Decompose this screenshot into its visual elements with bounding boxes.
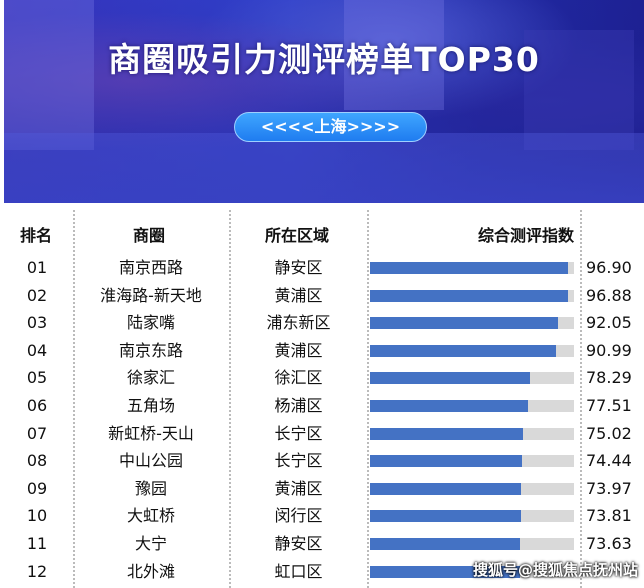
- header-rank: 排名: [20, 226, 53, 245]
- watermark: 搜狐号@搜狐焦点抚州站: [472, 561, 638, 579]
- score-value: 73.63: [586, 534, 632, 553]
- district-name: 南京西路: [118, 258, 183, 277]
- district-name: 南京东路: [118, 340, 183, 360]
- score-value: 74.44: [586, 451, 632, 471]
- score-bar-track: [370, 482, 574, 495]
- table-row: 11 大宁 静安区 73.63: [0, 530, 644, 557]
- score-bar-track: [370, 344, 574, 357]
- score-bar-track: [370, 455, 574, 468]
- score-bar: [370, 455, 522, 468]
- area: 浦东新区: [266, 313, 331, 333]
- area: 虹口区: [274, 561, 323, 581]
- score-bar-track: [370, 400, 574, 412]
- table-row: 05 徐家汇 徐汇区 78.29: [0, 364, 644, 391]
- district-name: 大宁: [134, 534, 167, 553]
- rank: 07: [26, 423, 48, 443]
- score-bar: [370, 400, 529, 412]
- score-value: 90.99: [586, 340, 632, 360]
- table-row: 02 淮海路-新天地 黄浦区 96.88: [0, 282, 644, 309]
- score-value: 96.88: [586, 285, 632, 305]
- district-name: 豫园: [134, 478, 167, 498]
- district-name: 北外滩: [126, 561, 175, 581]
- score-value: 75.02: [586, 423, 632, 443]
- area: 闵行区: [274, 506, 323, 526]
- header-banner: 商圈吸引力测评榜单TOP30 <<<<上海>>>>: [4, 0, 644, 203]
- score-bar-track: [370, 538, 574, 550]
- score-value: 92.05: [586, 313, 632, 333]
- area: 长宁区: [274, 451, 323, 471]
- score-value: 73.97: [586, 478, 632, 498]
- area: 黄浦区: [274, 478, 323, 498]
- score-bar-track: [370, 317, 574, 330]
- score-bar: [370, 565, 520, 578]
- city-selector[interactable]: <<<<上海>>>>: [234, 112, 427, 142]
- divider: [73, 210, 75, 588]
- page-title: 商圈吸引力测评榜单TOP30: [108, 40, 540, 79]
- score-bar: [370, 344, 556, 357]
- table-row: 03 陆家嘴 浦东新区 92.05: [0, 309, 644, 336]
- score-bar: [370, 538, 521, 550]
- area: 黄浦区: [274, 340, 323, 360]
- header-name: 商圈: [133, 226, 166, 245]
- district-name: 淮海路-新天地: [100, 285, 202, 305]
- score-bar: [370, 427, 524, 440]
- rank: 11: [26, 534, 48, 553]
- area: 徐汇区: [274, 368, 323, 388]
- table-row: 08 中山公园 长宁区 74.44: [0, 447, 644, 474]
- area: 长宁区: [274, 423, 323, 443]
- header-district: 所在区域: [265, 226, 330, 245]
- table-row: 04 南京东路 黄浦区 90.99: [0, 337, 644, 364]
- score-bar-track: [370, 289, 574, 302]
- district-name: 中山公园: [118, 451, 183, 471]
- rank: 08: [26, 451, 48, 471]
- score-bar: [370, 289, 568, 302]
- rank: 10: [26, 506, 48, 526]
- area: 静安区: [274, 534, 323, 553]
- table-row: 12 北外滩 虹口区: [0, 558, 644, 585]
- score-bar-track: [370, 262, 574, 274]
- score-value: 77.51: [586, 396, 632, 415]
- table-row: 06 五角场 杨浦区 77.51: [0, 392, 644, 419]
- score-value: 78.29: [586, 368, 632, 388]
- area: 黄浦区: [274, 285, 323, 305]
- rank: 01: [26, 258, 48, 277]
- header-score: 综合测评指数: [478, 226, 575, 245]
- table-row: 07 新虹桥-天山 长宁区 75.02: [0, 420, 644, 447]
- district-name: 徐家汇: [126, 368, 175, 388]
- rank: 03: [26, 313, 48, 333]
- district-name: 大虹桥: [126, 506, 175, 526]
- district-name: 新虹桥-天山: [108, 423, 194, 443]
- table-row: 09 豫园 黄浦区 73.97: [0, 475, 644, 502]
- score-bar-track: [370, 510, 574, 523]
- score-bar: [370, 372, 530, 385]
- divider: [367, 210, 369, 588]
- score-bar-track: [370, 427, 574, 440]
- rank: 09: [26, 478, 48, 498]
- rank: 02: [26, 285, 48, 305]
- score-bar: [370, 482, 521, 495]
- score-bar: [370, 317, 558, 330]
- rank: 12: [26, 561, 48, 581]
- rank: 05: [26, 368, 48, 388]
- divider: [580, 210, 582, 588]
- score-bar: [370, 510, 521, 523]
- score-bar: [370, 262, 568, 274]
- rank: 06: [26, 396, 48, 415]
- score-value: 96.90: [586, 258, 632, 277]
- score-bar-track: [370, 565, 574, 578]
- area: 静安区: [274, 258, 323, 277]
- table-row: 01 南京西路 静安区 96.90: [0, 254, 644, 281]
- district-name: 陆家嘴: [126, 313, 175, 333]
- district-name: 五角场: [126, 396, 175, 415]
- divider: [229, 210, 231, 588]
- rank: 04: [26, 340, 48, 360]
- score-value: 73.81: [586, 506, 632, 526]
- area: 杨浦区: [274, 396, 323, 415]
- score-bar-track: [370, 372, 574, 385]
- table-row: 10 大虹桥 闵行区 73.81: [0, 502, 644, 529]
